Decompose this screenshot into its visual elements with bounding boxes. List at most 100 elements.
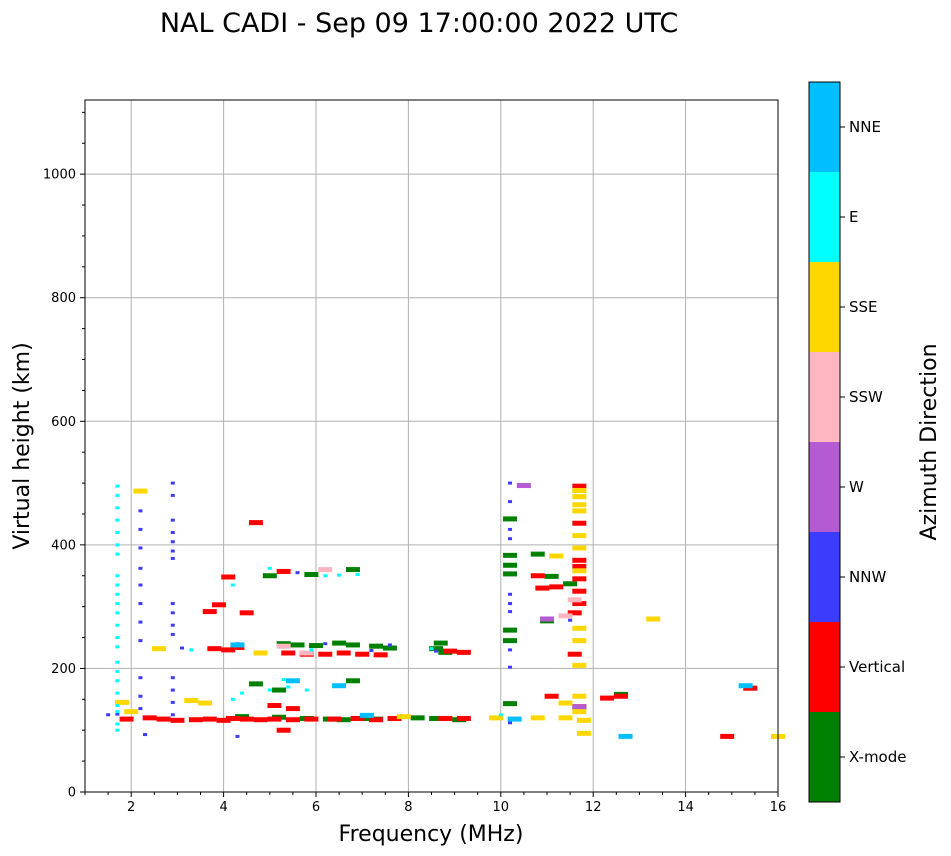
data-point-e [115,531,120,534]
data-point-nnw [138,583,143,587]
data-point-nne [332,683,347,689]
data-point-e [281,678,286,682]
y-axis-label: Virtual height (km) [10,342,35,549]
data-point-vertical [221,647,236,653]
x-tick-label: 12 [585,800,602,815]
data-point-sse [572,487,587,493]
data-point-e [115,691,120,695]
data-point-vertical [327,716,342,722]
data-point-e [267,566,272,570]
data-point-e [115,710,120,714]
data-point-e [115,704,120,707]
data-point-vertical [170,717,185,723]
data-point-vertical [544,693,559,699]
data-point-e [115,552,120,556]
data-point-nne [285,678,300,684]
data-point-vertical [549,584,564,590]
data-point-nnw [170,688,175,692]
data-point-e [115,493,120,497]
colorbar-segment [809,352,840,442]
y-tick-label: 200 [51,662,76,677]
colorbar-tick-label: NNE [849,118,881,136]
data-point-vertical [239,610,254,616]
data-point-e [115,623,120,627]
data-point-nnw [170,700,175,704]
colorbar-tick-label: X-mode [849,748,906,766]
data-point-vertical [253,717,268,723]
data-point-sse [572,638,587,644]
data-point-nnw [138,707,143,711]
data-point-vertical [285,717,300,723]
x-tick-label: 16 [770,800,787,815]
data-point-nnw [170,481,175,485]
data-point-vertical [276,727,291,733]
data-point-vertical [221,574,236,580]
data-point-sse [572,693,587,699]
x-tick-label: 8 [404,800,412,815]
data-point-sse [124,709,139,715]
x-tick-label: 2 [127,800,135,815]
data-point-vertical [572,563,587,569]
data-point-sse [489,715,504,721]
colorbar-segment [809,622,840,712]
data-point-nnw [508,721,513,725]
data-point-vertical [281,650,296,656]
data-point-nne [359,712,374,718]
data-point-x-mode [345,642,360,648]
data-point-x-mode [433,640,448,646]
data-point-nnw [170,531,175,534]
y-tick-label: 1000 [43,168,76,183]
data-point-nnw [508,527,513,531]
colorbar-segment [809,172,840,262]
y-tick-label: 0 [68,786,76,801]
data-point-e [429,647,434,651]
data-point-w [540,616,554,622]
data-point-nnw [138,620,143,624]
data-point-sse [572,502,587,508]
data-point-e [115,679,120,683]
data-point-e [115,592,120,596]
data-point-nnw [323,642,328,646]
data-point-vertical [142,715,157,721]
data-point-nne [738,683,753,689]
data-point-e [115,722,120,726]
data-point-x-mode [410,715,425,721]
data-point-vertical [456,649,471,655]
data-point-e [355,573,360,577]
data-point-vertical [350,715,365,721]
data-point-vertical [267,716,282,722]
data-point-vertical [207,646,222,652]
data-point-nnw [369,649,374,653]
x-tick-label: 10 [493,800,510,815]
data-point-w [516,483,531,489]
y-tick-label: 600 [51,415,76,430]
data-point-x-mode [563,581,578,587]
data-point-nnw [170,713,175,717]
data-point-nnw [508,602,513,606]
data-point-sse [572,545,587,551]
data-point-nnw [180,646,185,650]
chart-title: NAL CADI - Sep 09 17:00:00 2022 UTC [160,8,678,39]
data-point-vertical [613,693,628,699]
data-point-sse [184,698,199,704]
data-point-e [115,636,120,640]
data-point-e [267,688,272,692]
data-point-x-mode [332,640,347,646]
data-point-vertical [438,715,453,721]
data-point-x-mode [345,678,360,684]
y-tick-label: 400 [51,538,76,553]
data-point-nnw [170,556,175,560]
data-point-sse [114,699,129,705]
data-point-sse [151,646,166,652]
data-point-vertical [156,716,171,722]
data-point-e [323,574,328,578]
data-point-vertical [336,650,351,656]
data-point-sse [572,533,587,539]
data-point-sse [572,625,587,631]
data-point-e [115,506,120,510]
data-point-vertical [369,717,384,723]
data-point-vertical [442,648,457,654]
colorbar: X-mode Vertical NNW W SSW SSE E NNE [808,81,906,803]
data-point-vertical [720,733,735,739]
